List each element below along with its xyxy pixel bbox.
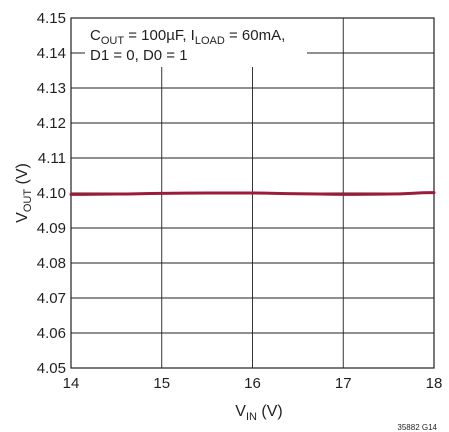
x-tick-labels: 14 15 16 17 18 [63,375,443,392]
y-tick-label: 4.14 [37,45,66,62]
y-tick-label: 4.06 [37,325,66,342]
y-axis-label-unit: (V) [14,163,31,189]
annotation-line-2: D1 = 0, D0 = 1 [90,47,188,64]
x-tick-label: 14 [63,375,80,392]
y-tick-label: 4.09 [37,220,66,237]
y-axis-label: VOUT (V) [14,163,34,223]
x-tick-label: 17 [335,375,352,392]
x-axis-label-unit: (V) [257,403,283,420]
annotation-box: COUT = 100µF, ILOAD = 60mA, D1 = 0, D0 =… [85,17,307,67]
x-axis-label: VIN (V) [235,403,282,423]
y-axis-label-main: V [14,212,31,223]
y-tick-labels: 4.05 4.06 4.07 4.08 4.09 4.10 4.11 4.12 4.13 4.14… [37,10,66,377]
x-tick-label: 16 [244,375,261,392]
annotation-background [85,17,307,67]
y-tick-label: 4.12 [37,115,66,132]
x-axis-label-subscript: IN [246,411,257,423]
x-tick-label: 15 [153,375,170,392]
y-tick-label: 4.07 [37,290,66,307]
annotation-line-1: COUT = 100µF, ILOAD = 60mA, [90,27,285,47]
y-tick-label: 4.13 [37,80,66,97]
annotation-subscript: OUT [101,35,125,47]
figure-id: 35882 G14 [397,423,437,432]
annotation-subscript: LOAD [195,35,225,47]
series-layer [69,191,436,196]
y-tick-label: 4.10 [37,185,66,202]
y-tick-label: 4.08 [37,255,66,272]
annotation-text: = 100µF, I [124,27,195,44]
y-tick-label: 4.11 [38,150,66,167]
y-tick-label: 4.15 [37,10,66,27]
annotation-text: = 60mA, [225,27,285,44]
x-tick-label: 18 [426,375,443,392]
annotation-text: C [90,27,101,44]
x-axis-label-main: V [235,403,246,420]
series-line [69,191,436,196]
y-tick-label: 4.05 [37,360,66,377]
y-axis-label-subscript: OUT [22,189,34,213]
